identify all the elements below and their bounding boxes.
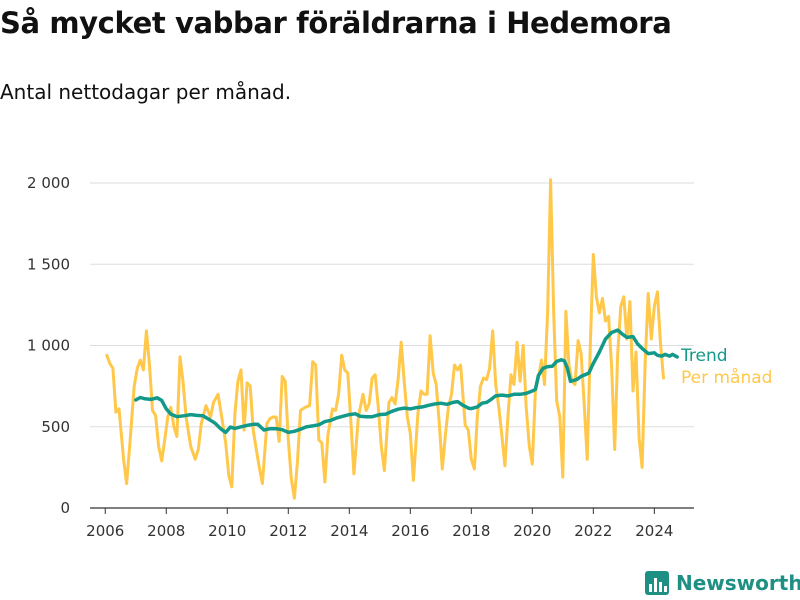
x-tick-label: 2012 bbox=[269, 522, 307, 540]
legend-monthly-label: Per månad bbox=[681, 367, 772, 388]
chart-title: Så mycket vabbar föräldrarna i Hedemora bbox=[0, 6, 672, 40]
y-tick-label: 500 bbox=[41, 418, 70, 436]
y-tick-label: 1 500 bbox=[27, 255, 70, 273]
x-tick-label: 2014 bbox=[330, 522, 368, 540]
newsworthy-logo-icon bbox=[645, 571, 669, 595]
y-tick-label: 0 bbox=[60, 499, 70, 517]
x-tick-label: 2024 bbox=[635, 522, 673, 540]
y-tick-label: 2 000 bbox=[27, 174, 70, 192]
legend-trend-label: Trend bbox=[680, 346, 728, 366]
x-tick-label: 2020 bbox=[513, 522, 551, 540]
x-tick-label: 2016 bbox=[391, 522, 429, 540]
x-tick-label: 2022 bbox=[574, 522, 612, 540]
x-tick-label: 2008 bbox=[147, 522, 185, 540]
newsworthy-logo[interactable]: Newsworthy bbox=[645, 569, 800, 597]
x-tick-label: 2018 bbox=[452, 522, 490, 540]
monthly-line bbox=[105, 178, 665, 500]
x-axis: 2006 2008 2010 2012 2014 2016 2018 2020 2022 2024 bbox=[86, 507, 694, 540]
chart-subtitle: Antal nettodagar per månad. bbox=[0, 80, 292, 104]
trend-line bbox=[134, 328, 679, 435]
x-tick-label: 2010 bbox=[208, 522, 246, 540]
brand-name: Newsworthy bbox=[676, 571, 800, 595]
x-tick-label: 2006 bbox=[86, 522, 124, 540]
y-axis-ticks: 0 500 1 000 1 500 2 000 bbox=[27, 174, 70, 517]
y-tick-label: 1 000 bbox=[27, 337, 70, 355]
series-lines bbox=[105, 178, 679, 500]
